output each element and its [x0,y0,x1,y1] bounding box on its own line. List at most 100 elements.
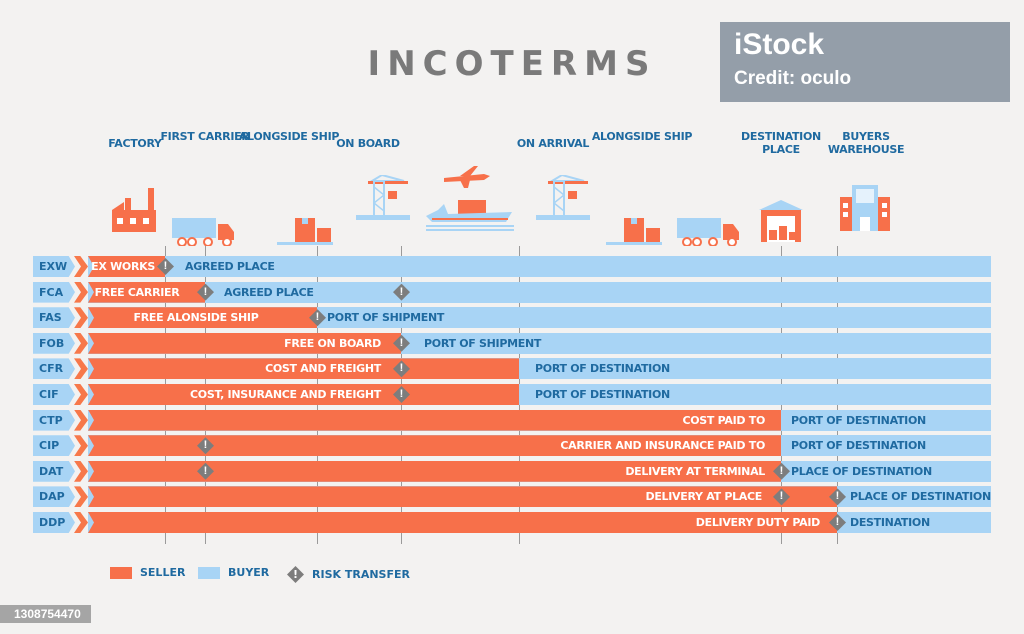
watermark-brand: iStock [734,28,825,61]
term-code: FCA [33,281,75,303]
incoterm-row-dat: DAT DELIVERY AT TERMINAL PLACE OF DESTIN… [0,460,1024,482]
buyer-label: PLACE OF DESTINATION [791,464,932,478]
watermark: iStock Credit: oculo [720,22,1010,102]
chevron-icon [74,460,88,482]
incoterm-row-cip: CIP CARRIER AND INSURANCE PAID TO PORT O… [0,435,1024,457]
buyer-label: PORT OF DESTINATION [535,388,670,401]
seller-bar [88,281,205,303]
term-code: CIF [33,384,75,405]
chevron-icon [74,332,88,354]
seller-bar [88,435,781,457]
point-label-first-carrier: FIRST CARRIER [160,130,250,143]
incoterm-row-fca: FCA FREE CARRIER AGREED PLACE!! [0,281,1024,303]
legend-risk: ! RISK TRANSFER [287,566,410,583]
term-code: CFR [33,358,75,380]
incoterm-row-fas: FAS FREE ALONSIDE SHIP PORT OF SHIPMENT! [0,307,1024,329]
point-label-factory: FACTORY [108,137,162,150]
buyer-label: PORT OF DESTINATION [791,439,926,453]
seller-bar [88,332,401,354]
seller-label: DELIVERY AT TERMINAL [625,464,765,478]
buyer-label: PORT OF DESTINATION [791,413,926,427]
point-label-destination-place: DESTINATION PLACE [741,130,821,156]
office-building-icon [840,185,890,236]
seller-label: EX WORKS [91,260,155,273]
term-code: FAS [33,307,75,329]
seller-bar [88,358,519,380]
buyer-label: DESTINATION [850,516,930,529]
term-code: CIP [33,435,75,457]
risk-transfer-icon: ! [197,462,214,480]
chevron-icon [74,307,88,329]
chevron-icon [74,512,88,533]
seller-label: FREE ALONSIDE SHIP [133,311,259,325]
incoterm-row-cfr: CFR COST AND FREIGHT PORT OF DESTINATION… [0,358,1024,380]
incoterm-row-ddp: DDP DELIVERY DUTY PAID DESTINATION! [0,512,1024,533]
point-label-buyers-warehouse: BUYERS WAREHOUSE [827,130,905,156]
point-label-on-board: ON BOARD [336,137,400,150]
legend-seller-label: SELLER [140,566,186,579]
term-code: FOB [33,332,75,354]
page-title: INCOTERMS [367,44,657,84]
chevron-icon [74,358,88,380]
buyer-label: PORT OF DESTINATION [535,362,670,376]
seller-label: DELIVERY AT PLACE [645,490,762,504]
truck-icon [172,200,236,251]
seller-label: CARRIER AND INSURANCE PAID TO [560,439,765,453]
risk-transfer-icon: ! [309,309,326,327]
risk-transfer-icon: ! [829,488,846,506]
risk-transfer-icon: ! [393,334,410,352]
seller-label: FREE CARRIER [94,285,180,299]
risk-transfer-icon: ! [773,488,790,506]
buyer-bar [88,281,991,303]
seller-label: COST, INSURANCE AND FREIGHT [190,388,381,401]
incoterm-row-exw: EXW EX WORKS AGREED PLACE! [0,256,1024,277]
risk-transfer-icon: ! [197,283,214,301]
seller-swatch [110,566,132,579]
seller-bar [88,409,781,431]
chevron-icon [74,409,88,431]
risk-transfer-icon: ! [773,462,790,480]
seller-bar [88,460,781,482]
seller-label: FREE ON BOARD [284,336,381,350]
buyer-label: AGREED PLACE [224,285,314,299]
factory-icon [112,188,158,239]
buyer-label: PLACE OF DESTINATION [850,490,991,504]
truck-icon [677,200,741,251]
image-id: 1308754470 [0,605,91,623]
crane-icon [534,173,590,226]
risk-transfer-icon: ! [829,514,846,531]
term-code: DAT [33,460,75,482]
legend-seller: SELLER [110,566,185,579]
buyer-swatch [198,566,220,579]
buyer-label: PORT OF SHIPMENT [424,336,542,350]
incoterm-row-fob: FOB FREE ON BOARD PORT OF SHIPMENT! [0,332,1024,354]
incoterm-row-ctp: CTP COST PAID TO PORT OF DESTINATION [0,409,1024,431]
term-code: DDP [33,512,75,533]
seller-label: COST AND FREIGHT [265,362,381,376]
legend-risk-label: RISK TRANSFER [312,568,410,581]
risk-transfer-icon: ! [157,258,174,275]
buyer-bar [88,256,991,277]
point-label-alongside-ship-dest: ALONGSIDE SHIP [591,130,693,143]
boxes-icon [277,200,333,251]
plane-ship-icon [424,166,516,237]
risk-transfer-icon: ! [197,437,214,455]
seller-bar [88,384,519,405]
seller-label: DELIVERY DUTY PAID [695,516,821,529]
point-label-on-arrival: ON ARRIVAL [516,137,590,150]
term-code: EXW [33,256,75,277]
risk-transfer-icon: ! [287,566,304,583]
buyer-label: AGREED PLACE [185,260,275,273]
watermark-credit: Credit: oculo [734,68,852,89]
legend-buyer-label: BUYER [228,566,270,579]
incoterm-row-dap: DAP DELIVERY AT PLACE PLACE OF DESTINATI… [0,486,1024,508]
seller-label: COST PAID TO [682,413,765,427]
point-label-alongside-ship: ALONGSIDE SHIP [238,130,340,143]
risk-transfer-icon: ! [393,386,410,403]
boxes-icon [606,200,662,251]
chevron-icon [74,384,88,405]
incoterm-row-cif: CIF COST, INSURANCE AND FREIGHT PORT OF … [0,384,1024,405]
risk-transfer-icon: ! [393,283,410,301]
buyer-label: PORT OF SHIPMENT [327,311,445,325]
seller-bar [88,486,837,508]
